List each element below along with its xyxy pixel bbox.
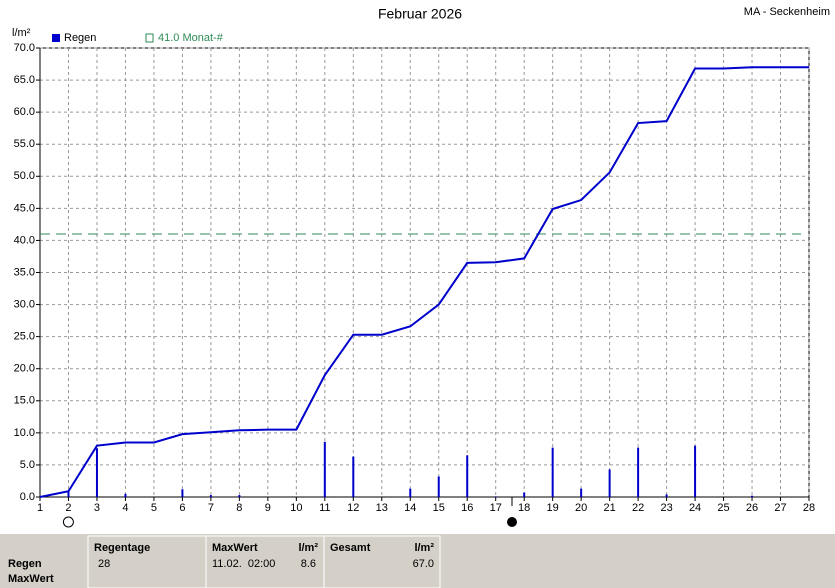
- x-tick-label: 3: [94, 502, 100, 514]
- bar: [637, 447, 640, 497]
- x-tick-label: 5: [151, 502, 157, 514]
- y-tick-label: 65.0: [14, 74, 35, 86]
- bar: [352, 456, 355, 497]
- bar: [466, 455, 469, 497]
- bar: [209, 495, 212, 497]
- x-tick-label: 25: [717, 502, 729, 514]
- summary-cells: [87, 535, 441, 588]
- y-tick-label: 5.0: [20, 459, 35, 471]
- bar: [181, 489, 184, 497]
- x-tick-label: 8: [236, 502, 242, 514]
- x-tick-label: 2: [65, 502, 71, 514]
- chart-title: Februar 2026: [378, 6, 462, 22]
- x-tick-label: 13: [376, 502, 388, 514]
- y-tick-label: 25.0: [14, 331, 35, 343]
- bar: [238, 495, 241, 497]
- bar: [323, 441, 326, 497]
- legend-label: 41.0 Monat-#: [158, 32, 224, 44]
- bar: [580, 488, 583, 497]
- cell-value: 8.6: [301, 558, 316, 570]
- new-moon: [507, 517, 517, 527]
- column-unit: l/m²: [298, 542, 318, 554]
- column-unit: l/m²: [414, 542, 434, 554]
- y-tick-label: 55.0: [14, 138, 35, 150]
- row-label: Regen: [8, 558, 42, 570]
- y-tick-label: 35.0: [14, 266, 35, 278]
- x-tick-label: 22: [632, 502, 644, 514]
- cumulative-line: [39, 66, 809, 498]
- legend-swatch: [52, 34, 60, 42]
- column-header: MaxWert: [212, 542, 258, 554]
- x-tick-label: 6: [179, 502, 185, 514]
- bar: [751, 495, 754, 497]
- bar: [95, 448, 98, 497]
- bar: [437, 476, 440, 497]
- cell-date: 11.02. 02:00: [212, 558, 275, 570]
- bar: [124, 493, 127, 497]
- bar: [67, 491, 70, 497]
- bar: [694, 445, 697, 497]
- x-tick-label: 21: [604, 502, 616, 514]
- x-tick-label: 27: [774, 502, 786, 514]
- y-tick-label: 0.0: [20, 491, 35, 503]
- y-tick-label: 20.0: [14, 363, 35, 375]
- x-tick-label: 11: [319, 502, 330, 514]
- column-header: Gesamt: [330, 542, 371, 554]
- x-tick-label: 14: [404, 502, 416, 514]
- x-tick-label: 20: [575, 502, 587, 514]
- y-tick-label: 60.0: [14, 106, 35, 118]
- x-tick-label: 16: [461, 502, 473, 514]
- bar: [665, 494, 668, 497]
- x-tick-label: 17: [490, 502, 502, 514]
- x-tick-label: 7: [208, 502, 214, 514]
- x-tick-label: 26: [746, 502, 758, 514]
- full-moon: [62, 516, 74, 528]
- y-tick-label: 70.0: [14, 42, 35, 54]
- y-axis-label: l/m²: [12, 27, 31, 39]
- bar: [494, 496, 497, 497]
- x-tick-label: 1: [37, 502, 43, 514]
- x-tick-label: 10: [290, 502, 302, 514]
- bar: [523, 492, 526, 497]
- y-tick-label: 45.0: [14, 202, 35, 214]
- station: MA - Seckenheim: [744, 6, 830, 18]
- x-tick-label: 9: [265, 502, 271, 514]
- y-tick-label: 50.0: [14, 170, 35, 182]
- legend-label: Regen: [64, 32, 96, 44]
- x-tick-label: 15: [433, 502, 445, 514]
- x-tick-label: 23: [660, 502, 672, 514]
- cell-value: 67.0: [413, 558, 434, 570]
- legend-swatch: [145, 33, 154, 43]
- y-tick-label: 15.0: [14, 395, 35, 407]
- y-tick-label: 10.0: [14, 427, 35, 439]
- row-label: MaxWert: [8, 573, 54, 585]
- x-tick-label: 24: [689, 502, 701, 514]
- bar: [409, 488, 412, 497]
- cell-value: 28: [98, 558, 110, 570]
- x-tick-label: 4: [122, 502, 128, 514]
- x-tick-label: 19: [547, 502, 559, 514]
- bar: [551, 447, 554, 497]
- column-header: Regentage: [94, 542, 150, 554]
- x-tick-label: 18: [518, 502, 530, 514]
- x-tick-label: 12: [347, 502, 359, 514]
- bar: [608, 469, 611, 497]
- x-tick-label: 28: [803, 502, 815, 514]
- y-tick-label: 30.0: [14, 298, 35, 310]
- y-tick-label: 40.0: [14, 234, 35, 246]
